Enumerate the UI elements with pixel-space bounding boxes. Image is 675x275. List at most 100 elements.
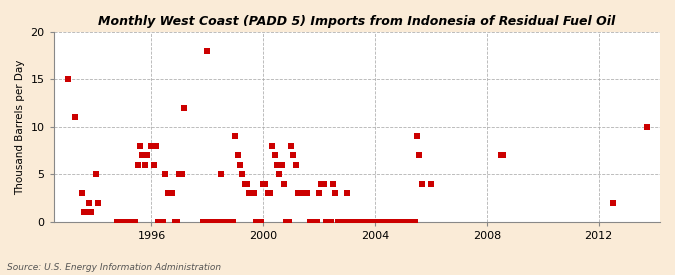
Point [174, 172, 185, 177]
Point [330, 191, 341, 196]
Point [325, 219, 336, 224]
Point [141, 153, 152, 158]
Point [360, 219, 371, 224]
Point [260, 182, 271, 186]
Point [113, 219, 124, 224]
Point [155, 219, 166, 224]
Point [358, 219, 369, 224]
Point [92, 200, 103, 205]
Y-axis label: Thousand Barrels per Day: Thousand Barrels per Day [15, 59, 25, 194]
Text: Source: U.S. Energy Information Administration: Source: U.S. Energy Information Administ… [7, 263, 221, 272]
Point [407, 219, 418, 224]
Point [151, 144, 161, 148]
Point [134, 144, 145, 148]
Point [321, 219, 331, 224]
Point [162, 191, 173, 196]
Point [414, 153, 425, 158]
Point [381, 219, 392, 224]
Point [179, 106, 190, 110]
Point [346, 219, 357, 224]
Point [337, 219, 348, 224]
Point [391, 219, 402, 224]
Point [388, 219, 399, 224]
Point [160, 172, 171, 177]
Point [335, 219, 346, 224]
Point [202, 49, 213, 53]
Point [244, 191, 254, 196]
Point [298, 191, 308, 196]
Point [272, 163, 283, 167]
Point [253, 219, 264, 224]
Point [116, 219, 127, 224]
Point [349, 219, 360, 224]
Point [607, 200, 618, 205]
Point [288, 153, 299, 158]
Point [258, 182, 269, 186]
Point [148, 163, 159, 167]
Point [304, 219, 315, 224]
Point [211, 219, 222, 224]
Point [356, 219, 367, 224]
Point [153, 219, 164, 224]
Point [274, 172, 285, 177]
Point [354, 219, 364, 224]
Point [130, 219, 140, 224]
Point [404, 219, 415, 224]
Point [400, 219, 410, 224]
Point [398, 219, 408, 224]
Point [319, 182, 329, 186]
Point [295, 191, 306, 196]
Point [230, 134, 241, 139]
Point [218, 219, 229, 224]
Point [290, 163, 301, 167]
Point [412, 134, 423, 139]
Point [237, 172, 248, 177]
Point [120, 219, 131, 224]
Point [111, 219, 122, 224]
Point [365, 219, 376, 224]
Point [242, 182, 252, 186]
Point [281, 219, 292, 224]
Point [642, 125, 653, 129]
Title: Monthly West Coast (PADD 5) Imports from Indonesia of Residual Fuel Oil: Monthly West Coast (PADD 5) Imports from… [99, 15, 616, 28]
Point [225, 219, 236, 224]
Point [311, 219, 322, 224]
Point [165, 191, 176, 196]
Point [223, 219, 234, 224]
Point [497, 153, 508, 158]
Point [125, 219, 136, 224]
Point [90, 172, 101, 177]
Point [333, 219, 344, 224]
Point [302, 191, 313, 196]
Point [248, 191, 259, 196]
Point [256, 219, 267, 224]
Point [379, 219, 389, 224]
Point [323, 219, 333, 224]
Point [83, 200, 94, 205]
Point [351, 219, 362, 224]
Point [76, 191, 87, 196]
Point [139, 163, 150, 167]
Point [284, 219, 294, 224]
Point [200, 219, 211, 224]
Point [232, 153, 243, 158]
Point [316, 182, 327, 186]
Point [386, 219, 397, 224]
Point [197, 219, 208, 224]
Point [214, 219, 225, 224]
Point [377, 219, 387, 224]
Point [263, 191, 273, 196]
Point [169, 219, 180, 224]
Point [279, 182, 290, 186]
Point [265, 191, 275, 196]
Point [267, 144, 278, 148]
Point [393, 219, 404, 224]
Point [221, 219, 232, 224]
Point [176, 172, 187, 177]
Point [362, 219, 373, 224]
Point [269, 153, 280, 158]
Point [246, 191, 257, 196]
Point [128, 219, 138, 224]
Point [372, 219, 383, 224]
Point [251, 219, 262, 224]
